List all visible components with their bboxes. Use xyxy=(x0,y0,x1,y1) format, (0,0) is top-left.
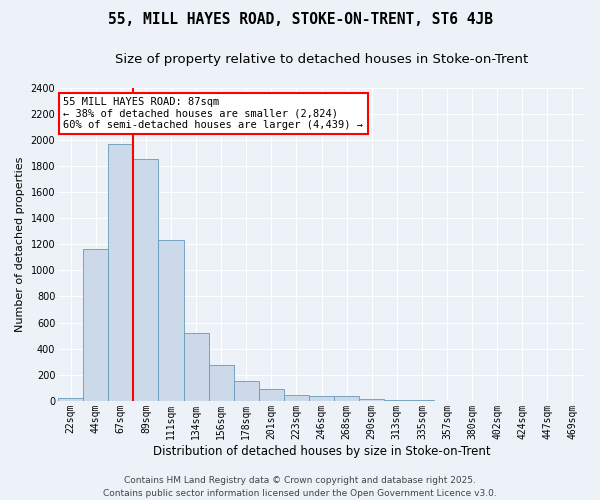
Bar xyxy=(209,365,234,401)
Bar xyxy=(184,333,209,401)
Bar xyxy=(108,144,133,401)
Bar xyxy=(284,395,309,401)
Text: 55, MILL HAYES ROAD, STOKE-ON-TRENT, ST6 4JB: 55, MILL HAYES ROAD, STOKE-ON-TRENT, ST6… xyxy=(107,12,493,28)
Bar xyxy=(158,240,184,401)
Bar xyxy=(58,398,83,401)
Bar xyxy=(234,380,259,401)
Bar xyxy=(384,400,409,401)
Bar xyxy=(334,396,359,401)
Bar xyxy=(259,388,284,401)
X-axis label: Distribution of detached houses by size in Stoke-on-Trent: Distribution of detached houses by size … xyxy=(153,444,490,458)
Y-axis label: Number of detached properties: Number of detached properties xyxy=(15,156,25,332)
Text: 55 MILL HAYES ROAD: 87sqm
← 38% of detached houses are smaller (2,824)
60% of se: 55 MILL HAYES ROAD: 87sqm ← 38% of detac… xyxy=(64,97,364,130)
Bar xyxy=(83,250,108,401)
Bar xyxy=(133,158,158,401)
Bar xyxy=(309,396,334,401)
Bar xyxy=(359,398,384,401)
Title: Size of property relative to detached houses in Stoke-on-Trent: Size of property relative to detached ho… xyxy=(115,52,528,66)
Bar xyxy=(409,400,434,401)
Text: Contains HM Land Registry data © Crown copyright and database right 2025.
Contai: Contains HM Land Registry data © Crown c… xyxy=(103,476,497,498)
